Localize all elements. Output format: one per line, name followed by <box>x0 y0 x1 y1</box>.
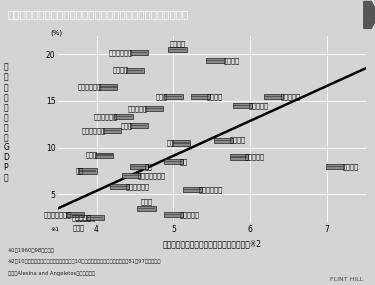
Text: 社会保障支出は、所得は運で決まると考える人が多い国で大きい: 社会保障支出は、所得は運で決まると考える人が多い国で大きい <box>8 9 189 19</box>
Bar <box>326 164 344 169</box>
Text: スペイン: スペイン <box>230 137 246 143</box>
Bar <box>164 159 183 164</box>
Bar <box>122 173 140 178</box>
Bar <box>130 123 148 128</box>
Bar <box>145 106 164 111</box>
Bar <box>78 168 97 174</box>
Text: アルゼンチン: アルゼンチン <box>199 186 223 193</box>
Bar <box>265 96 282 97</box>
Bar <box>165 96 182 97</box>
Text: ドミニカ共和国: ドミニカ共和国 <box>43 211 71 218</box>
Text: 米国: 米国 <box>75 168 84 174</box>
Bar <box>214 138 232 143</box>
Bar <box>67 214 84 215</box>
Text: オーストリア: オーストリア <box>78 84 102 90</box>
Bar <box>164 94 183 99</box>
Text: ポルトガル: ポルトガル <box>245 154 265 160</box>
Bar <box>264 94 283 99</box>
Bar <box>146 108 163 109</box>
Text: ペルー: ペルー <box>73 224 85 231</box>
Text: ウルグアイ: ウルグアイ <box>249 102 269 109</box>
Bar <box>165 161 182 162</box>
Bar <box>191 94 210 99</box>
Text: トルコ: トルコ <box>141 199 153 205</box>
Bar <box>172 141 190 146</box>
Bar <box>104 130 120 131</box>
Bar <box>87 217 104 218</box>
Text: (%): (%) <box>51 30 63 36</box>
Text: ドイツ: ドイツ <box>155 93 167 99</box>
Bar <box>207 60 224 62</box>
Bar <box>168 47 186 52</box>
Text: ※1: ※1 <box>51 227 60 232</box>
Bar <box>76 220 94 225</box>
Text: カナダ: カナダ <box>86 152 98 158</box>
Bar <box>137 206 156 211</box>
Text: アイスランド: アイスランド <box>126 184 150 190</box>
Bar <box>99 84 117 89</box>
Bar <box>230 154 248 160</box>
Bar <box>184 189 201 190</box>
Text: チリ: チリ <box>180 158 188 165</box>
Bar <box>215 140 232 141</box>
Text: 英国: 英国 <box>167 140 175 146</box>
Bar <box>66 212 84 217</box>
Text: 出所：Alesina and Angeletos（本文参照）: 出所：Alesina and Angeletos（本文参照） <box>8 271 94 276</box>
Text: ブラジル: ブラジル <box>343 163 358 170</box>
Bar <box>79 170 96 172</box>
Text: フィリピン: フィリピン <box>71 214 91 221</box>
FancyArrow shape <box>364 1 375 28</box>
Bar <box>138 208 155 209</box>
Text: ノルウェー: ノルウェー <box>128 105 148 112</box>
Bar <box>165 214 182 215</box>
Bar <box>86 215 104 220</box>
Bar <box>130 166 147 167</box>
Text: デンマーク: デンマーク <box>281 93 301 99</box>
Bar <box>172 142 190 144</box>
Bar <box>115 116 132 117</box>
Bar <box>110 184 129 190</box>
Text: スウェーデン: スウェーデン <box>109 49 133 56</box>
Bar <box>234 105 251 106</box>
Bar <box>96 154 113 156</box>
Bar <box>164 212 183 217</box>
Bar <box>114 114 133 119</box>
Bar <box>95 152 114 158</box>
Text: フィンランド: フィンランド <box>82 127 106 134</box>
Text: オーストラリア: オーストラリア <box>137 172 165 179</box>
Bar <box>130 52 147 53</box>
Text: ※2　10を最も強く考えていたとした１から10までの段階尺度で計測したもの。81〜97年の平均値: ※2 10を最も強く考えていたとした１から10までの段階尺度で計測したもの。81… <box>8 259 161 264</box>
Bar <box>100 86 117 87</box>
Bar <box>103 128 121 133</box>
Text: フランス: フランス <box>113 67 129 74</box>
Text: ベネズエラ: ベネズエラ <box>180 211 200 218</box>
X-axis label: 所得は運で決まると考えている人の割合　※2: 所得は運で決まると考えている人の割合 ※2 <box>162 240 261 249</box>
Bar <box>207 58 225 63</box>
Bar <box>126 70 144 71</box>
Text: ベルギー: ベルギー <box>169 40 185 47</box>
Bar <box>183 187 202 192</box>
Bar <box>130 164 148 169</box>
Bar <box>130 125 147 126</box>
Bar <box>130 50 148 55</box>
Bar <box>233 103 252 108</box>
Text: イタリア: イタリア <box>207 93 222 99</box>
Text: ※1　1960〜98年の平均: ※1 1960〜98年の平均 <box>8 248 54 253</box>
Bar <box>123 175 140 176</box>
Bar <box>76 222 93 223</box>
Bar <box>326 166 344 167</box>
Text: 日本: 日本 <box>145 163 153 170</box>
Bar <box>230 156 247 158</box>
Bar <box>192 96 209 97</box>
Bar <box>126 68 144 73</box>
Text: FLINT HILL: FLINT HILL <box>330 277 364 282</box>
Bar <box>111 186 128 188</box>
Text: オランダ: オランダ <box>224 58 239 64</box>
Bar <box>169 49 186 50</box>
Text: アイルランド: アイルランド <box>93 113 117 120</box>
Text: 社
会
保
障
支
出
の
対
G
D
P
比: 社 会 保 障 支 出 の 対 G D P 比 <box>4 63 10 182</box>
Text: スイス: スイス <box>121 122 133 129</box>
